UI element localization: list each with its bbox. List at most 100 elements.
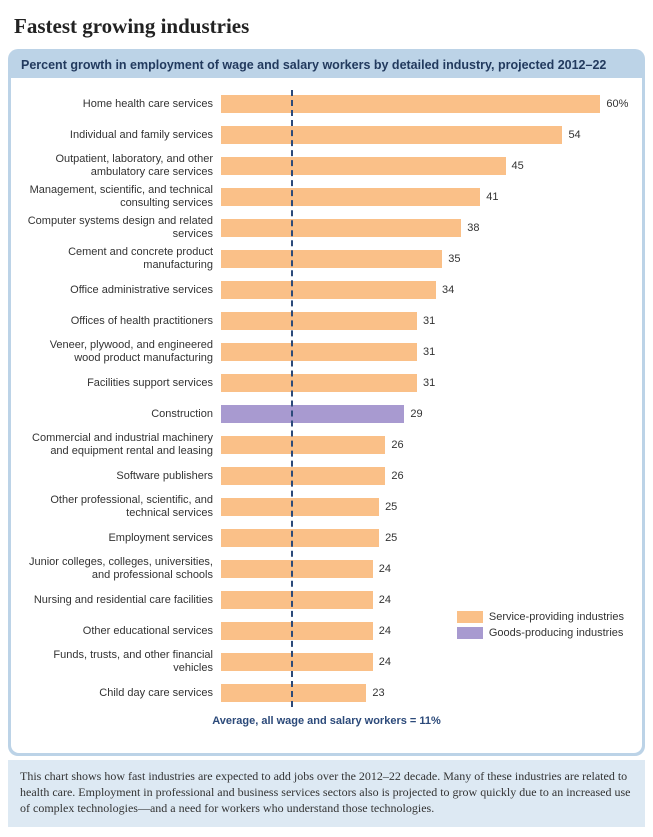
bar [221, 281, 436, 299]
bar-row: Veneer, plywood, and engineered wood pro… [21, 338, 632, 366]
legend-swatch [457, 611, 483, 623]
bar-label: Nursing and residential care facilities [21, 594, 221, 607]
bar [221, 591, 373, 609]
bar-area: 26 [221, 431, 632, 459]
chart-body: Home health care services 60% Individual a… [11, 78, 642, 753]
bar-area: 31 [221, 338, 632, 366]
bar [221, 95, 600, 113]
bar-value: 45 [506, 160, 524, 172]
bar-row: Management, scientific, and technical co… [21, 183, 632, 211]
bar-row: Child day care services 23 [21, 679, 632, 707]
bar-label: Construction [21, 408, 221, 421]
bar-value: 35 [442, 253, 460, 265]
bar-label: Other professional, scientific, and tech… [21, 494, 221, 519]
bar-area: 38 [221, 214, 632, 242]
bar-value: 26 [385, 470, 403, 482]
bar-row: Software publishers 26 [21, 462, 632, 490]
bar-area: 24 [221, 648, 632, 676]
bar-area: 25 [221, 493, 632, 521]
bar [221, 684, 366, 702]
caption-text: This chart shows how fast industries are… [8, 760, 645, 827]
bar-value: 24 [373, 656, 391, 668]
bar [221, 188, 480, 206]
bar-value: 23 [366, 687, 384, 699]
bar-area: 25 [221, 524, 632, 552]
bar-value: 41 [480, 191, 498, 203]
bar-value: 34 [436, 284, 454, 296]
bar-row: Commercial and industrial machinery and … [21, 431, 632, 459]
bar-value: 24 [373, 625, 391, 637]
bar-area: 60% [221, 90, 632, 118]
chart-frame: Percent growth in employment of wage and… [8, 49, 645, 756]
bar-row: Facilities support services 31 [21, 369, 632, 397]
bar-value: 26 [385, 439, 403, 451]
bar-label: Junior colleges, colleges, universities,… [21, 556, 221, 581]
chart-header: Percent growth in employment of wage and… [11, 52, 642, 78]
bar-label: Funds, trusts, and other financial vehic… [21, 649, 221, 674]
legend-swatch [457, 627, 483, 639]
bar [221, 467, 385, 485]
bar-value: 31 [417, 377, 435, 389]
bar-row: Other professional, scientific, and tech… [21, 493, 632, 521]
bar-value: 25 [379, 532, 397, 544]
bar [221, 343, 417, 361]
bar-value: 29 [404, 408, 422, 420]
legend: Service-providing industries Goods-produc… [457, 611, 624, 643]
page-title: Fastest growing industries [0, 0, 653, 49]
bar [221, 560, 373, 578]
average-label: Average, all wage and salary workers = 1… [21, 715, 632, 727]
bar [221, 157, 506, 175]
bar-area: 26 [221, 462, 632, 490]
bar-area: 31 [221, 307, 632, 335]
bar-row: Outpatient, laboratory, and other ambula… [21, 152, 632, 180]
bar-row: Junior colleges, colleges, universities,… [21, 555, 632, 583]
bar-label: Computer systems design and related serv… [21, 215, 221, 240]
bar-label: Cement and concrete product manufacturin… [21, 246, 221, 271]
bar-row: Computer systems design and related serv… [21, 214, 632, 242]
bar-value: 38 [461, 222, 479, 234]
bar-value: 54 [562, 129, 580, 141]
bar-label: Individual and family services [21, 129, 221, 142]
bar [221, 529, 379, 547]
bar [221, 250, 442, 268]
bar [221, 498, 379, 516]
bar-label: Facilities support services [21, 377, 221, 390]
bar-label: Veneer, plywood, and engineered wood pro… [21, 339, 221, 364]
bar-label: Child day care services [21, 687, 221, 700]
bar-label: Commercial and industrial machinery and … [21, 432, 221, 457]
bar-label: Software publishers [21, 470, 221, 483]
bar [221, 622, 373, 640]
bar-area: 29 [221, 400, 632, 428]
legend-item: Service-providing industries [457, 611, 624, 623]
bar-label: Office administrative services [21, 284, 221, 297]
bar-value: 31 [417, 346, 435, 358]
bar-area: 23 [221, 679, 632, 707]
bar [221, 653, 373, 671]
bar-label: Home health care services [21, 98, 221, 111]
bar [221, 312, 417, 330]
bar-row: Offices of health practitioners31 [21, 307, 632, 335]
bar-area: 41 [221, 183, 632, 211]
bar-label: Employment services [21, 532, 221, 545]
bar-area: 54 [221, 121, 632, 149]
bar-row: Office administrative services 34 [21, 276, 632, 304]
bar-value: 24 [373, 594, 391, 606]
legend-item: Goods-producing industries [457, 627, 624, 639]
bar-label: Other educational services [21, 625, 221, 638]
bar [221, 405, 404, 423]
bar-value: 25 [379, 501, 397, 513]
bar [221, 374, 417, 392]
bar [221, 436, 385, 454]
bar-row: Individual and family services 54 [21, 121, 632, 149]
bar [221, 219, 461, 237]
bar-area: 45 [221, 152, 632, 180]
bar-value: 31 [417, 315, 435, 327]
bar-row: Funds, trusts, and other financial vehic… [21, 648, 632, 676]
bar-row: Construction 29 [21, 400, 632, 428]
bar-row: Cement and concrete product manufacturin… [21, 245, 632, 273]
bar-label: Outpatient, laboratory, and other ambula… [21, 153, 221, 178]
bar-area: 35 [221, 245, 632, 273]
bar-value: 60% [600, 98, 628, 110]
bar-label: Management, scientific, and technical co… [21, 184, 221, 209]
bar-row: Home health care services 60% [21, 90, 632, 118]
